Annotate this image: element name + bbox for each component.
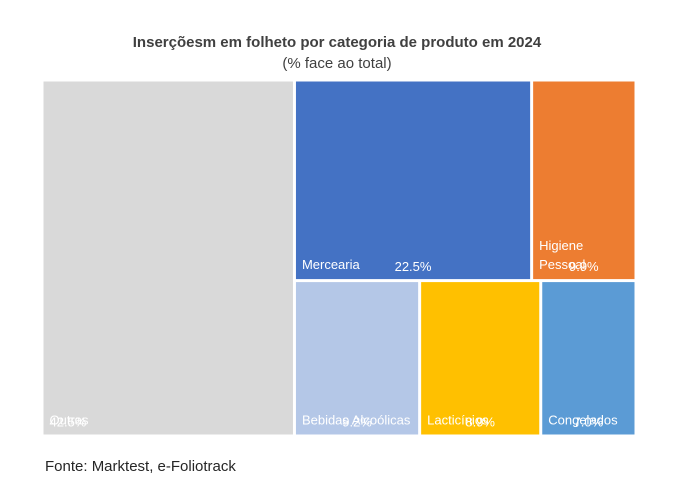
tile-higiene-pessoal	[533, 81, 635, 280]
tile-bebidas-alcoolicas	[295, 282, 419, 435]
label-outras: Outras	[50, 413, 90, 428]
tile-congelados	[542, 282, 635, 435]
label-congelados: Congelados	[548, 413, 618, 428]
value-lacticinios: 8.9%	[465, 415, 495, 430]
value-higiene-pessoal: 9.9%	[569, 259, 599, 274]
value-outras: 42.5%	[50, 415, 87, 430]
tile-lacticinios	[421, 282, 540, 435]
tile-mercearia	[295, 81, 531, 280]
value-mercearia: 22.5%	[395, 259, 432, 274]
tile-outras	[43, 81, 293, 435]
label-mercearia: Mercearia	[302, 257, 361, 272]
value-congelados: 7.0%	[574, 415, 604, 430]
label-bebidas-alcoolicas: Bebidas Alcoólicas	[302, 413, 411, 428]
value-bebidas-alcoolicas: 9.2%	[342, 415, 372, 430]
chart-subtitle: (% face ao total)	[282, 55, 392, 72]
chart-title: Inserçõesm em folheto por categoria de p…	[132, 34, 542, 51]
source-note: Fonte: Marktest, e-Foliotrack	[45, 458, 236, 475]
label-higiene-pessoal: Higiene Pessoal	[539, 238, 585, 272]
label-lacticinios: Lacticínios	[427, 413, 489, 428]
